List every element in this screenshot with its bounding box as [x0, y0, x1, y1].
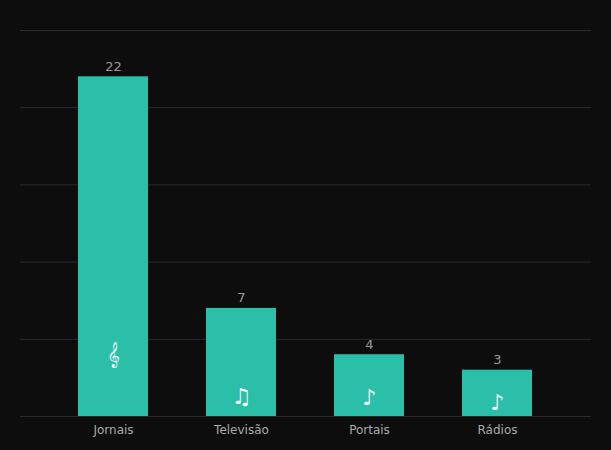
- svg-text:Rádios: Rádios: [478, 423, 518, 437]
- svg-text:7: 7: [237, 290, 245, 305]
- svg-text:𝄞: 𝄞: [107, 342, 120, 368]
- svg-text:Jornais: Jornais: [92, 423, 133, 437]
- svg-text:3: 3: [493, 352, 501, 367]
- svg-text:♫: ♫: [232, 384, 252, 409]
- svg-text:22: 22: [105, 59, 122, 74]
- svg-text:4: 4: [365, 337, 373, 352]
- svg-text:Portais: Portais: [349, 423, 390, 437]
- svg-text:Televisão: Televisão: [213, 423, 269, 437]
- svg-text:♪: ♪: [362, 385, 376, 410]
- svg-text:♪: ♪: [490, 390, 504, 415]
